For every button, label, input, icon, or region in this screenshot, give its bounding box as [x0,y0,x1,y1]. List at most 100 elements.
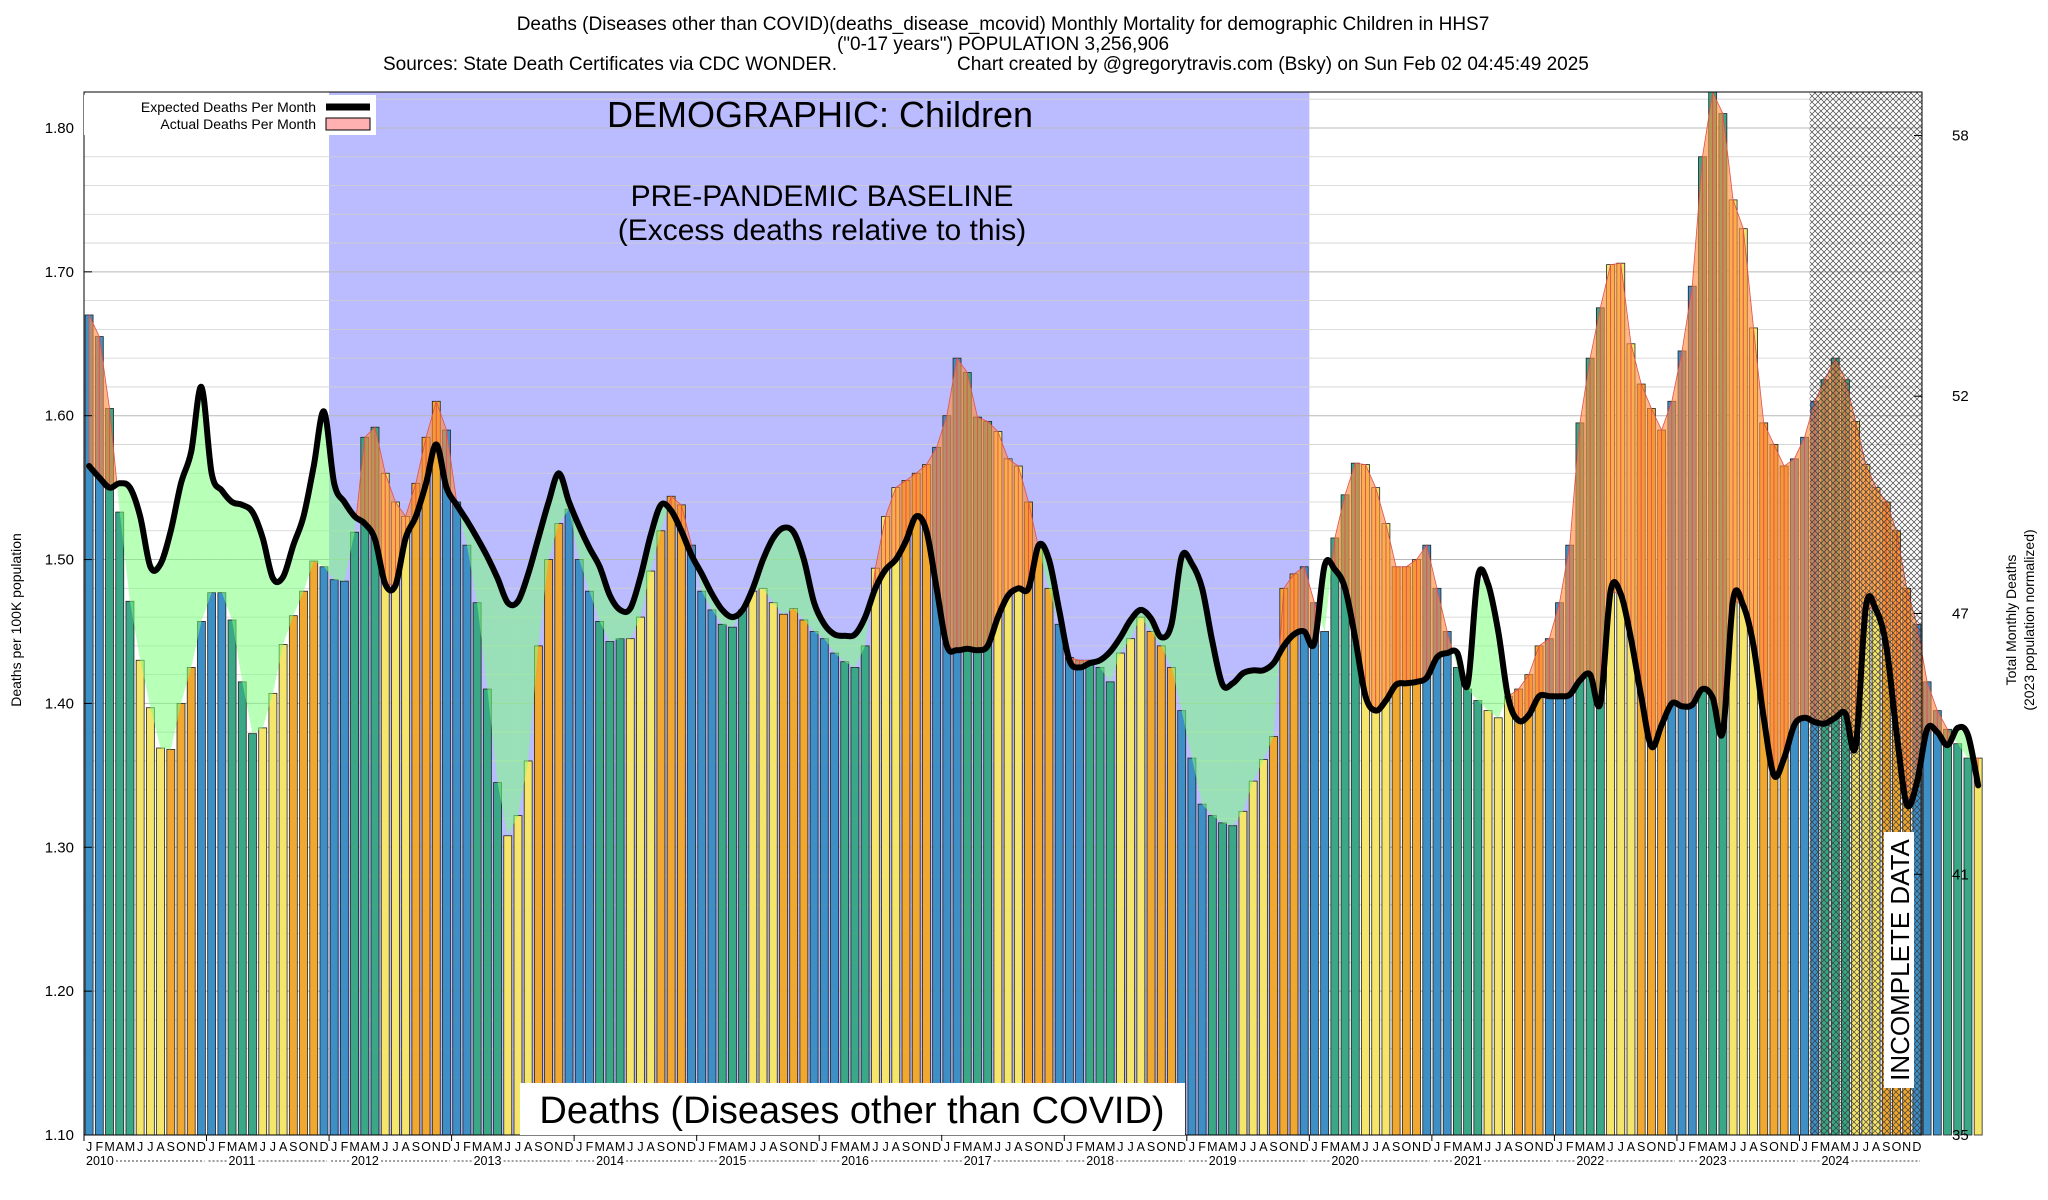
deficit-deaths-area [129,487,141,661]
incomplete-data-label: INCOMPLETE DATA [1885,838,1915,1080]
deficit-deaths-area [272,576,284,694]
excess-deaths-area [1691,156,1703,707]
expected-deaths-line [86,383,1982,810]
deficit-deaths-area [1488,584,1499,718]
month-tick-label: D [1422,1140,1431,1154]
month-tick-label: D [1177,1140,1186,1154]
excess-deaths-area [88,314,100,479]
month-tick-label: F [953,1140,961,1154]
month-tick-label: J [1863,1140,1869,1154]
actual-deaths-bar [309,560,319,1136]
deficit-deaths-area [1181,556,1192,759]
month-tick-label: J [137,1140,143,1154]
excess-deaths-area [1671,350,1683,707]
legend-actual-swatch [325,117,371,131]
actual-deaths-bar [615,638,625,1136]
year-tick-label: 2017 [964,1154,992,1168]
actual-deaths-bar [329,579,339,1136]
actual-deaths-bar [768,602,778,1136]
month-tick-label: F [1811,1140,1819,1154]
actual-deaths-bar [625,638,635,1136]
month-tick-label: O [1156,1140,1166,1154]
deficit-deaths-area [1273,653,1280,737]
month-tick-label: S [1514,1140,1522,1154]
actual-deaths-bar [544,559,553,1136]
month-tick-label: J [1128,1140,1134,1154]
month-tick-label: A [279,1140,288,1154]
excess-deaths-area [1365,464,1377,712]
year-tick-label: 2016 [841,1154,869,1168]
deficit-deaths-area [457,506,467,546]
month-tick-label: A [1872,1140,1881,1154]
actual-deaths-bar [401,515,411,1136]
actual-deaths-bar [1024,501,1033,1136]
actual-deaths-bar [1932,710,1942,1136]
month-tick-label: A [401,1140,410,1154]
actual-deaths-bar [1963,757,1973,1136]
left-tick-label: 1.70 [45,264,74,281]
actual-deaths-bar [1524,674,1534,1136]
year-tick-label: 2013 [474,1154,502,1168]
month-tick-label: O [1401,1140,1411,1154]
deficit-deaths-area [201,386,212,622]
month-tick-label: O [1034,1140,1044,1154]
deficit-deaths-area [262,537,273,728]
year-tick-label: 2020 [1331,1154,1359,1168]
month-tick-label: J [576,1140,582,1154]
month-tick-label: J [760,1140,766,1154]
month-tick-label: D [1055,1140,1064,1154]
deficit-deaths-area [507,601,518,836]
actual-deaths-bar [789,608,799,1136]
year-tick-label: 2019 [1209,1154,1237,1168]
month-tick-label: J [872,1140,878,1154]
month-tick-label: M [840,1140,850,1154]
actual-deaths-bar [901,480,911,1136]
actual-deaths-bar [258,727,268,1136]
month-tick-label: S [1882,1140,1890,1154]
year-tick-label: 2018 [1086,1154,1114,1168]
deficit-deaths-area [170,483,182,750]
actual-deaths-bar [207,592,217,1136]
month-tick-label: M [1595,1140,1605,1154]
actual-deaths-bar [1228,825,1238,1136]
actual-deaths-bar [493,782,502,1136]
actual-deaths-bar [656,530,666,1136]
month-tick-label: A [892,1140,901,1154]
deficit-deaths-area [242,504,253,734]
actual-deaths-bar [299,590,308,1136]
excess-deaths-area [1702,91,1714,699]
excess-deaths-area [1589,307,1601,704]
actual-deaths-bar [248,733,257,1136]
right-tick-label: 35 [1952,1127,1969,1144]
month-tick-label: O [421,1140,431,1154]
left-tick-label: 1.40 [45,695,74,712]
right-tick-label: 47 [1952,606,1969,623]
actual-deaths-bar [1044,587,1054,1136]
actual-deaths-bar [186,667,196,1136]
actual-deaths-bar [156,747,165,1136]
actual-deaths-bar [819,638,829,1136]
actual-deaths-bar [1473,700,1483,1136]
month-tick-label: O [911,1140,921,1154]
actual-deaths-bar [1177,710,1187,1136]
month-tick-label: M [247,1140,257,1154]
actual-deaths-bar [237,681,247,1136]
actual-deaths-bar [1953,743,1963,1136]
month-tick-label: A [1259,1140,1268,1154]
month-tick-label: A [1382,1140,1391,1154]
actual-deaths-bar [830,652,839,1136]
chart-sources: Sources: State Death Certificates via CD… [383,54,837,75]
actual-deaths-bar [1218,822,1227,1136]
month-tick-label: A [1014,1140,1023,1154]
expected-line-layer [86,383,1982,810]
actual-deaths-bar [1299,566,1309,1136]
month-tick-label: J [147,1140,153,1154]
deficit-deaths-area [160,530,171,750]
month-tick-label: S [902,1140,910,1154]
month-tick-label: J [1495,1140,1501,1154]
deficit-deaths-area [181,451,192,704]
month-tick-label: M [1697,1140,1707,1154]
actual-deaths-bar [1320,631,1330,1136]
month-tick-label: M [1575,1140,1585,1154]
